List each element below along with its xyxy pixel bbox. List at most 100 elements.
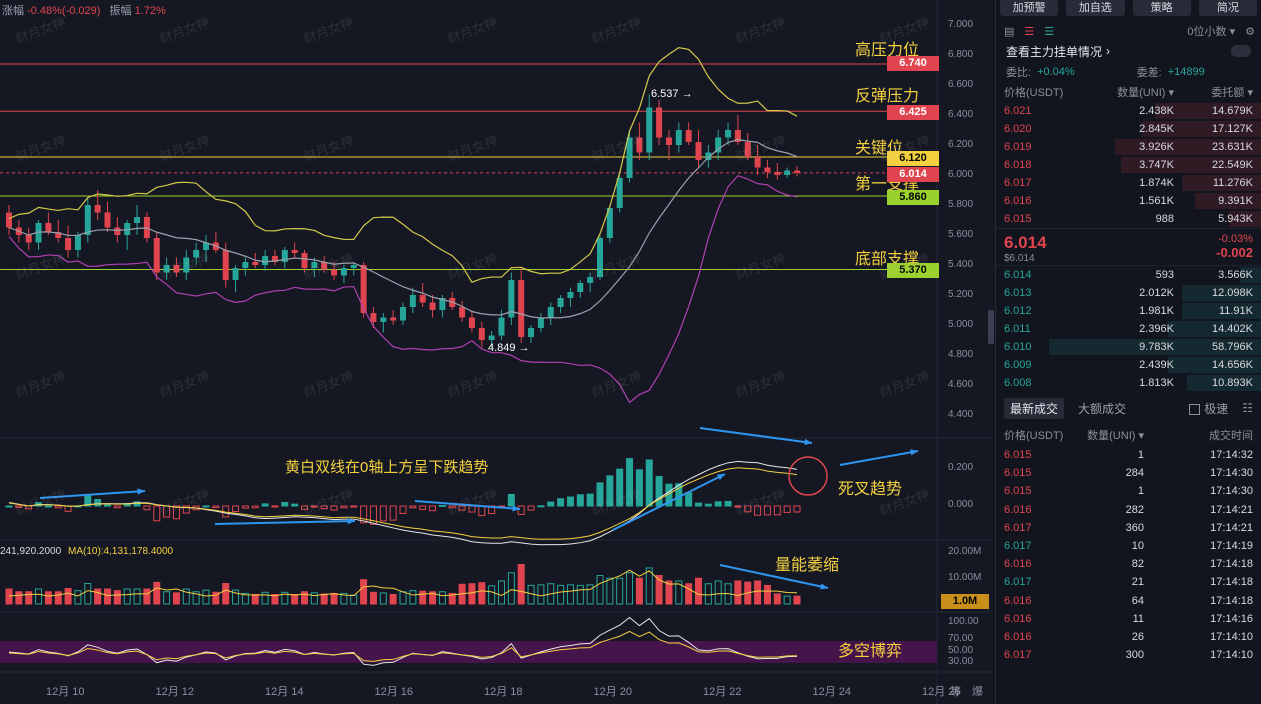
settings-gear-icon[interactable]: ⚙	[1245, 25, 1255, 38]
x-tick-label: 12月 18	[484, 686, 523, 698]
layout-asks-icon[interactable]: ☰	[1024, 25, 1035, 38]
trend-arrow-head	[910, 449, 918, 456]
volume-bar	[409, 590, 417, 605]
ask-row[interactable]: 6.015 988 5.943K	[996, 210, 1261, 228]
bid-row[interactable]: 6.009 2.439K 14.656K	[996, 356, 1261, 374]
bid-row[interactable]: 6.014 593 3.566K	[996, 266, 1261, 284]
alert-button[interactable]: 加预警	[1000, 0, 1059, 16]
volume-bar	[517, 564, 525, 605]
macd-bar	[94, 499, 102, 507]
macd-bar	[468, 505, 476, 513]
tab-latest-trades[interactable]: 最新成交	[1004, 397, 1065, 419]
depth-bar	[1181, 303, 1261, 319]
trade-price: 6.015	[1004, 449, 1032, 462]
orderbook-price: 6.017	[1004, 177, 1032, 189]
layout-both-icon[interactable]: ▤	[1004, 25, 1015, 38]
bid-row[interactable]: 6.010 9.783K 58.796K	[996, 338, 1261, 356]
trade-price: 6.017	[1004, 540, 1032, 553]
bid-row[interactable]: 6.011 2.396K 14.402K	[996, 320, 1261, 338]
volume-bar	[330, 592, 338, 605]
amplitude-value: 1.72%	[134, 5, 166, 17]
bid-row[interactable]: 6.012 1.981K 11.91K	[996, 302, 1261, 320]
last-price-pct: -0.03%	[1218, 233, 1253, 245]
overview-button[interactable]: 简况	[1198, 0, 1257, 16]
trade-time: 17:14:21	[1210, 503, 1253, 516]
trade-qty: 82	[1131, 558, 1144, 571]
level-tag-6425: 6.425	[887, 105, 939, 120]
trend-arrow	[214, 520, 356, 525]
candle-body	[567, 292, 574, 298]
ask-row[interactable]: 6.018 3.747K 22.549K	[996, 156, 1261, 174]
volume-bar	[645, 567, 653, 605]
ask-row[interactable]: 6.016 1.561K 9.391K	[996, 192, 1261, 210]
volume-bar	[5, 588, 13, 605]
ask-row[interactable]: 6.019 3.926K 23.631K	[996, 138, 1261, 156]
candle-body	[94, 205, 101, 213]
candle-body	[340, 268, 347, 276]
volume-bar	[241, 592, 249, 605]
ask-row[interactable]: 6.017 1.874K 11.276K	[996, 174, 1261, 192]
orderbook-total: 58.796K	[1212, 341, 1253, 353]
orderbook-price: 6.013	[1004, 287, 1032, 299]
depth-bar	[1181, 285, 1261, 301]
candle-body	[262, 256, 269, 265]
orderbook-title[interactable]: 查看主力挂单情况 ›	[996, 40, 1261, 62]
candle-body	[685, 130, 692, 142]
orderbook-price: 6.019	[1004, 141, 1032, 153]
trade-price: 6.016	[1004, 558, 1032, 571]
y-tick-label: 4.800	[948, 349, 974, 360]
volume-bar	[704, 583, 712, 605]
candle-body	[183, 257, 190, 273]
orderbook-toggle[interactable]	[1231, 45, 1251, 57]
orderbook-price: 6.008	[1004, 377, 1032, 389]
macd-bar	[557, 498, 565, 507]
candle-body	[488, 335, 495, 340]
volume-bar	[616, 577, 624, 605]
depth-bar	[1120, 157, 1261, 173]
depth-bar	[1186, 375, 1261, 391]
panel-collapse-handle[interactable]	[988, 310, 994, 344]
macd-bar	[202, 505, 210, 508]
macd-bar	[566, 496, 574, 507]
macd-bar	[271, 505, 279, 508]
volume-bar	[25, 591, 33, 605]
volume-bar	[507, 572, 515, 605]
orderbook-total: 3.566K	[1218, 269, 1253, 281]
candle-body	[134, 217, 141, 223]
candlestick-chart[interactable]	[0, 0, 993, 704]
amplitude-label: 振幅	[109, 5, 132, 17]
volume-bar	[606, 577, 614, 605]
candle-body	[626, 137, 633, 178]
bid-row[interactable]: 6.013 2.012K 12.098K	[996, 284, 1261, 302]
ask-row[interactable]: 6.020 2.845K 17.127K	[996, 120, 1261, 138]
trade-row: 6.016 26 17:14:10	[996, 628, 1261, 646]
macd-bar	[330, 505, 338, 511]
macd-bar	[291, 503, 299, 507]
candle-body	[301, 253, 308, 268]
fast-mode-checkbox[interactable]: 极速	[1189, 400, 1228, 417]
y-tick-label: 20.00M	[948, 546, 982, 557]
y-tick-label: 0.200	[948, 462, 974, 473]
add-watchlist-button[interactable]: 加自选	[1066, 0, 1125, 16]
bid-row[interactable]: 6.008 1.813K 10.893K	[996, 374, 1261, 392]
trade-time: 17:14:21	[1210, 521, 1253, 534]
depth-bar	[1155, 103, 1261, 119]
list-filter-icon[interactable]: ☷	[1242, 401, 1253, 415]
volume-bar	[271, 594, 279, 605]
volume-bar	[133, 588, 141, 605]
trade-price: 6.017	[1004, 521, 1032, 534]
macd-bar	[478, 505, 486, 517]
macd-bar	[704, 503, 712, 507]
chart-area[interactable]: 涨幅 -0.48%(-0.029) 振幅 1.72% 高压力位 反弹压力 关键位…	[0, 0, 994, 704]
trend-arrow-head	[137, 488, 145, 495]
trade-qty: 1	[1137, 485, 1144, 498]
precision-select[interactable]: 0位小数 ▾	[1187, 26, 1236, 38]
layout-bids-icon[interactable]: ☰	[1044, 25, 1055, 38]
macd-bar	[596, 482, 604, 507]
tab-large-trades[interactable]: 大额成交	[1078, 401, 1127, 416]
macd-bar	[54, 505, 62, 509]
ask-row[interactable]: 6.021 2.438K 14.679K	[996, 102, 1261, 120]
strategy-button[interactable]: 策略	[1132, 0, 1191, 16]
candle-body	[163, 265, 170, 273]
orderbook-asks: 6.021 2.438K 14.679K 6.020 2.845K 17.127K 6.01…	[996, 102, 1261, 228]
